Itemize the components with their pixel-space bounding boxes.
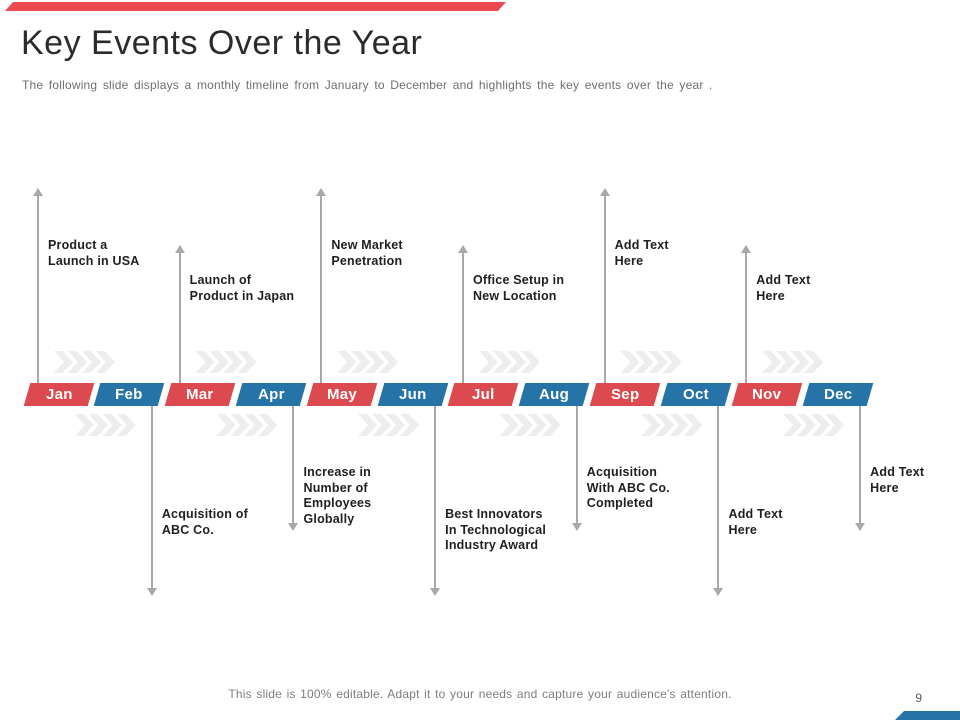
chevron-flow-icon bbox=[499, 414, 561, 436]
bottom-accent-bar bbox=[895, 711, 960, 720]
chevron-flow-icon bbox=[762, 351, 824, 373]
event-label-feb: Acquisition of ABC Co. bbox=[161, 507, 248, 537]
footer-note: This slide is 100% editable. Adapt it to… bbox=[228, 687, 732, 701]
event-label-may: New Market Penetration bbox=[331, 238, 403, 268]
month-label: Apr bbox=[257, 386, 285, 403]
chevron-flow-icon bbox=[478, 351, 540, 373]
arrowhead-up-icon bbox=[599, 188, 610, 196]
event-label-aug: Acquisition With ABC Co. Completed bbox=[586, 465, 670, 510]
page-title: Key Events Over the Year bbox=[21, 24, 423, 62]
month-segment-sep: Sep bbox=[589, 383, 661, 406]
chevron-right-icon bbox=[337, 351, 357, 373]
arrowhead-down-icon bbox=[430, 588, 441, 596]
chevron-right-icon bbox=[216, 414, 236, 436]
event-arrow-apr bbox=[292, 406, 295, 523]
subtitle: The following slide displays a monthly t… bbox=[22, 78, 713, 92]
chevron-right-icon bbox=[195, 351, 215, 373]
event-arrow-jan bbox=[37, 196, 39, 383]
chevron-flow-icon bbox=[54, 351, 115, 373]
month-label: Nov bbox=[752, 386, 782, 403]
chevron-right-icon bbox=[358, 414, 378, 436]
chevron-flow-icon bbox=[337, 351, 399, 373]
event-arrow-may bbox=[320, 196, 323, 383]
page-number: 9 bbox=[915, 691, 922, 705]
chevron-flow-icon bbox=[216, 414, 278, 436]
chevron-right-icon bbox=[783, 414, 803, 436]
event-arrow-feb bbox=[150, 406, 153, 588]
arrowhead-down-icon bbox=[288, 523, 299, 531]
event-label-nov: Add Text Here bbox=[756, 273, 811, 303]
chevron-flow-icon bbox=[620, 351, 682, 373]
chevron-flow-icon bbox=[641, 414, 703, 436]
month-segment-jul: Jul bbox=[448, 383, 519, 406]
month-segment-may: May bbox=[306, 383, 378, 406]
month-segment-dec: Dec bbox=[802, 383, 873, 406]
month-label: Jun bbox=[398, 386, 427, 403]
event-label-jul: Office Setup in New Location bbox=[472, 273, 565, 303]
event-arrow-nov bbox=[745, 253, 748, 383]
month-label: Jan bbox=[45, 386, 72, 403]
chevron-right-icon bbox=[762, 351, 782, 373]
event-label-dec: Add Text Here bbox=[870, 465, 925, 495]
month-label: Jul bbox=[472, 386, 495, 403]
arrowhead-up-icon bbox=[457, 245, 468, 253]
event-arrow-jun bbox=[434, 406, 437, 588]
month-segment-nov: Nov bbox=[731, 383, 803, 406]
arrowhead-down-icon bbox=[855, 523, 866, 531]
chevron-right-icon bbox=[641, 414, 661, 436]
chevron-right-icon bbox=[74, 414, 94, 436]
chevron-right-icon bbox=[478, 351, 498, 373]
chevron-flow-icon bbox=[74, 414, 136, 436]
chevron-right-icon bbox=[499, 414, 519, 436]
month-label: Oct bbox=[683, 386, 709, 403]
month-label: Sep bbox=[610, 386, 640, 403]
month-segment-feb: Feb bbox=[94, 383, 165, 406]
month-segment-oct: Oct bbox=[660, 383, 732, 406]
chevron-flow-icon bbox=[358, 414, 420, 436]
arrowhead-up-icon bbox=[741, 245, 752, 253]
month-segment-apr: Apr bbox=[235, 383, 307, 406]
month-segment-mar: Mar bbox=[164, 383, 236, 406]
month-label: May bbox=[326, 386, 357, 403]
arrowhead-up-icon bbox=[316, 188, 327, 196]
arrowhead-up-icon bbox=[33, 188, 43, 196]
event-label-mar: Launch of Product in Japan bbox=[189, 273, 295, 303]
month-label: Aug bbox=[539, 386, 570, 403]
event-label-jun: Best Innovators In Technological Industry … bbox=[445, 507, 547, 552]
chevron-flow-icon bbox=[195, 351, 257, 373]
event-label-apr: Increase in Number of Employees Globally bbox=[303, 465, 372, 526]
event-arrow-aug bbox=[575, 406, 578, 523]
event-arrow-oct bbox=[717, 406, 720, 588]
month-label: Mar bbox=[186, 386, 214, 403]
chevron-flow-icon bbox=[783, 414, 845, 436]
event-label-sep: Add Text Here bbox=[614, 238, 669, 268]
event-arrow-sep bbox=[603, 196, 606, 383]
month-label: Dec bbox=[823, 386, 852, 403]
arrowhead-down-icon bbox=[146, 588, 157, 596]
arrowhead-down-icon bbox=[713, 588, 724, 596]
event-arrow-mar bbox=[178, 253, 181, 383]
event-arrow-dec bbox=[859, 406, 862, 523]
month-segment-aug: Aug bbox=[518, 383, 590, 406]
arrowhead-down-icon bbox=[571, 523, 582, 531]
month-label: Feb bbox=[115, 386, 144, 403]
arrowhead-up-icon bbox=[174, 245, 185, 253]
month-segment-jan: Jan bbox=[23, 383, 94, 406]
top-accent-bar bbox=[5, 2, 506, 11]
event-label-oct: Add Text Here bbox=[728, 507, 783, 537]
chevron-right-icon bbox=[54, 351, 73, 373]
event-arrow-jul bbox=[461, 253, 464, 383]
month-segment-jun: Jun bbox=[377, 383, 448, 406]
chevron-right-icon bbox=[620, 351, 640, 373]
event-label-jan: Product a Launch in USA bbox=[48, 238, 140, 268]
